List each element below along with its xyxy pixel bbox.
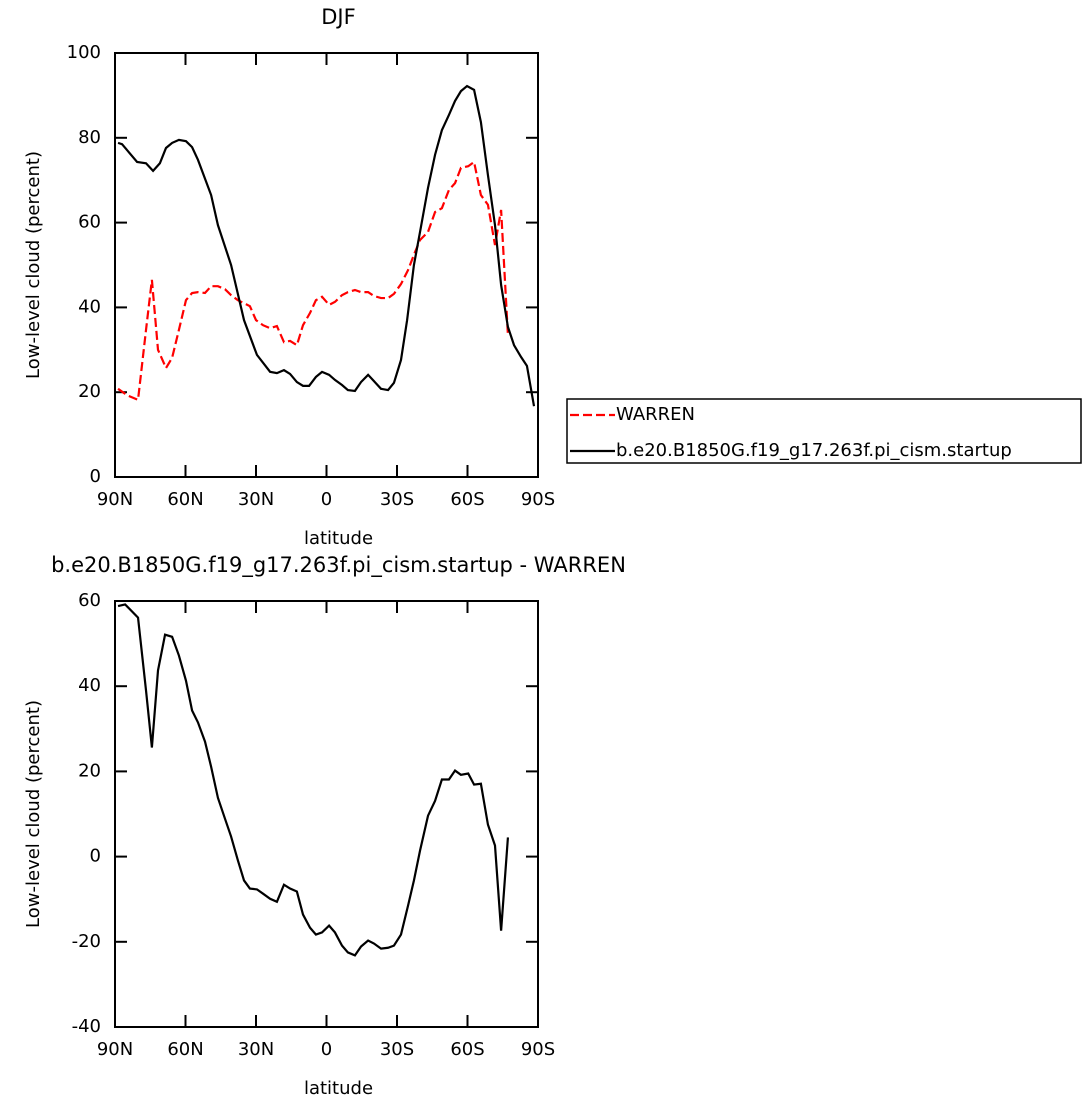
y-tick-label: 40 bbox=[78, 675, 101, 696]
x-tick-label: 90S bbox=[521, 1039, 555, 1060]
x-tick-label: 30N bbox=[238, 489, 274, 510]
y-tick-label: 0 bbox=[90, 466, 101, 487]
y-tick-label: 60 bbox=[78, 590, 101, 611]
chart-title: b.e20.B1850G.f19_g17.263f.pi_cism.startu… bbox=[51, 553, 626, 578]
y-axis-label: Low-level cloud (percent) bbox=[23, 151, 44, 379]
y-tick-label: -40 bbox=[72, 1016, 101, 1037]
y-axis-label: Low-level cloud (percent) bbox=[23, 700, 44, 928]
data-line bbox=[117, 603, 510, 957]
x-tick-label: 90N bbox=[97, 1039, 133, 1060]
x-tick-label: 0 bbox=[321, 1039, 332, 1060]
y-tick-label: 80 bbox=[78, 127, 101, 148]
x-tick-label: 30N bbox=[238, 1039, 274, 1060]
x-axis-label: latitude bbox=[304, 1078, 373, 1099]
x-tick-label: 90N bbox=[97, 489, 133, 510]
legend-box bbox=[566, 398, 1082, 464]
x-tick-label: 60S bbox=[450, 489, 484, 510]
plot-frame bbox=[114, 600, 539, 1028]
data-line bbox=[117, 84, 536, 407]
data-line bbox=[117, 160, 510, 402]
y-tick-label: -20 bbox=[72, 931, 101, 952]
x-tick-label: 90S bbox=[521, 489, 555, 510]
x-tick-label: 60S bbox=[450, 1039, 484, 1060]
x-tick-label: 30S bbox=[380, 1039, 414, 1060]
y-tick-label: 20 bbox=[78, 760, 101, 781]
x-axis-label: latitude bbox=[304, 528, 373, 549]
x-tick-label: 60N bbox=[167, 1039, 203, 1060]
chart-title: DJF bbox=[321, 5, 355, 29]
y-tick-label: 20 bbox=[78, 381, 101, 402]
plot-frame bbox=[114, 52, 539, 478]
x-tick-label: 60N bbox=[167, 489, 203, 510]
y-tick-label: 100 bbox=[67, 42, 101, 63]
y-tick-label: 60 bbox=[78, 212, 101, 233]
x-tick-label: 30S bbox=[380, 489, 414, 510]
legend-label: b.e20.B1850G.f19_g17.263f.pi_cism.startu… bbox=[616, 440, 1012, 461]
x-tick-label: 0 bbox=[321, 489, 332, 510]
y-tick-label: 40 bbox=[78, 296, 101, 317]
y-tick-label: 0 bbox=[90, 846, 101, 867]
legend-label: WARREN bbox=[616, 404, 695, 425]
